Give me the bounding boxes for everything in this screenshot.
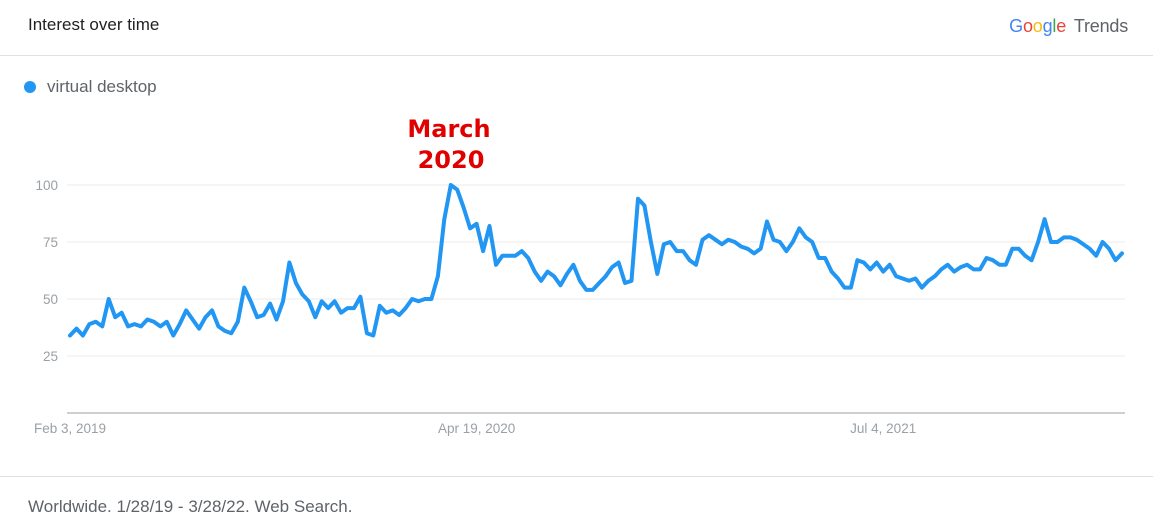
series-layer <box>68 183 1124 338</box>
y-tick-label: 25 <box>43 349 58 364</box>
google-trends-logo: Google Trends <box>1009 16 1128 37</box>
gridlines <box>67 184 1125 414</box>
y-axis-ticks: 25 50 75 100 <box>35 178 58 364</box>
google-wordmark: Google <box>1009 16 1071 36</box>
footer-note: Worldwide. 1/28/19 - 3/28/22. Web Search… <box>28 497 353 516</box>
chart-title: Interest over time <box>28 15 160 34</box>
legend-label: virtual desktop <box>47 77 157 96</box>
line-chart: 25 50 75 100 Feb 3, 2019 Apr 19, 2020 Jul 4, … <box>34 115 1125 436</box>
chart-legend: virtual desktop <box>24 76 157 98</box>
google-letter-5: l <box>1052 16 1057 36</box>
google-letter-6: e <box>1056 16 1067 36</box>
x-tick-label: Jul 4, 2021 <box>850 421 916 436</box>
y-tick-label: 50 <box>43 292 58 307</box>
x-axis-ticks: Feb 3, 2019 Apr 19, 2020 Jul 4, 2021 <box>34 421 916 436</box>
x-tick-label: Apr 19, 2020 <box>438 421 515 436</box>
google-letter-4: g <box>1042 16 1053 36</box>
google-letter-2: o <box>1022 16 1033 36</box>
google-letter-3: o <box>1032 16 1043 36</box>
annotation: March 2020 <box>407 115 490 174</box>
series-line-virtual-desktop <box>68 183 1124 338</box>
annotation-line-1: March <box>407 115 490 143</box>
y-tick-label: 75 <box>43 235 58 250</box>
footer-divider <box>0 476 1153 477</box>
legend-dot-icon <box>24 81 36 93</box>
chart-header: Interest over time Google Trends <box>0 0 1153 56</box>
annotation-line-2: 2020 <box>418 146 485 174</box>
y-tick-label: 100 <box>35 178 58 193</box>
trends-wordmark: Trends <box>1073 16 1128 36</box>
x-tick-label: Feb 3, 2019 <box>34 421 106 436</box>
google-letter-1: G <box>1009 16 1023 36</box>
